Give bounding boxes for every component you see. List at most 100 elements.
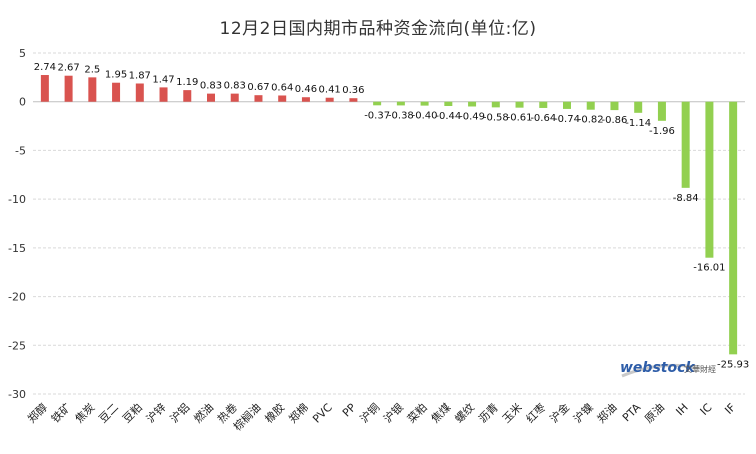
- bar-value-label: -0.61: [507, 113, 533, 124]
- bar-value-label: 0.83: [200, 81, 222, 92]
- bar-value-label: 1.87: [129, 70, 151, 81]
- category-label: PP: [340, 401, 359, 420]
- bar-value-label: -0.49: [459, 111, 485, 122]
- bar-value-label: -25.93: [717, 359, 749, 370]
- bar-value-label: -0.44: [435, 111, 461, 122]
- category-label: IC: [698, 401, 715, 418]
- bar: [539, 101, 548, 108]
- bars: [40, 75, 738, 355]
- gridlines: [33, 52, 745, 395]
- bar: [515, 101, 524, 108]
- logo-brand-text: webstock: [620, 360, 696, 376]
- bar-value-label: -1.14: [625, 118, 651, 129]
- bar: [444, 101, 453, 107]
- y-tick-label: -25: [8, 339, 26, 352]
- category-label: 沪银: [381, 400, 406, 425]
- bar: [278, 95, 287, 102]
- category-label: 郑棉: [286, 400, 311, 425]
- bar: [610, 101, 619, 111]
- bar: [586, 101, 595, 110]
- bar: [729, 101, 738, 355]
- bar: [64, 75, 73, 102]
- bar-value-label: -0.82: [578, 115, 604, 126]
- bar: [207, 93, 215, 102]
- bar: [373, 101, 382, 106]
- category-label: 沪锌: [143, 400, 168, 425]
- category-label: 沪铝: [167, 400, 192, 425]
- chart-title: 12月2日国内期市品种资金流向(单位:亿): [219, 19, 537, 39]
- bar-value-label: 2.5: [84, 64, 100, 75]
- bar: [183, 90, 192, 102]
- bar-value-label: -8.84: [673, 193, 699, 204]
- bar: [135, 83, 144, 102]
- bar-value-label: -0.58: [483, 112, 509, 123]
- category-label: 焦炭: [73, 401, 98, 426]
- category-label: 豆二: [96, 401, 121, 426]
- bar-value-label: 0.46: [295, 84, 317, 95]
- category-label: 螺纹: [452, 400, 477, 425]
- y-tick-label: 5: [19, 47, 26, 60]
- webstock-logo: webstock 文華財經: [620, 360, 716, 378]
- bar-value-label: 1.47: [152, 74, 174, 85]
- category-label: 铁矿: [49, 401, 74, 426]
- logo-subtitle-text: 文華財經: [684, 364, 716, 374]
- bar: [254, 95, 263, 102]
- bar: [657, 101, 666, 121]
- bar-value-label: 0.64: [271, 82, 293, 93]
- bar: [705, 101, 714, 258]
- category-label: 玉米: [500, 401, 525, 426]
- category-label: 红枣: [524, 401, 549, 426]
- category-label: 棕榈油: [230, 400, 263, 433]
- y-tick-label: -10: [8, 193, 26, 206]
- y-tick-label: -5: [15, 144, 26, 157]
- y-tick-label: -30: [8, 388, 26, 401]
- bar-value-label: -0.40: [412, 111, 438, 122]
- category-label: 沥青: [476, 401, 501, 426]
- category-label: 沪铜: [357, 400, 382, 425]
- bar: [40, 75, 49, 102]
- bar-value-label: 0.83: [224, 81, 246, 92]
- bar-value-label: 0.41: [319, 85, 341, 96]
- bar: [681, 101, 690, 188]
- category-label: PVC: [310, 401, 335, 426]
- bar-value-label: 0.67: [247, 82, 269, 93]
- category-label: 原油: [642, 400, 667, 425]
- bar: [563, 101, 571, 109]
- category-label: 沪镍: [570, 400, 595, 425]
- y-tick-label: -15: [8, 242, 26, 255]
- bar-value-label: -16.01: [693, 263, 725, 274]
- category-label: 豆粕: [119, 400, 144, 425]
- bar-value-label: -0.86: [602, 115, 628, 126]
- y-tick-label: 0: [19, 96, 26, 109]
- bar: [88, 77, 97, 102]
- bar: [349, 98, 358, 102]
- bar-value-label: -0.38: [388, 110, 414, 121]
- bar: [159, 87, 168, 102]
- bar-value-label: 1.19: [176, 77, 198, 88]
- bar: [634, 101, 643, 113]
- bar-value-label: 1.95: [105, 70, 127, 81]
- bar-value-label: 2.67: [57, 63, 79, 74]
- category-label: 菜粕: [404, 400, 429, 425]
- category-label: 燃油: [191, 400, 216, 425]
- category-label: PTA: [620, 401, 644, 425]
- data-labels: 2.74 2.67 2.5 1.95 1.87 1.47 1.19 0.83 0.83 0.67 0…: [34, 62, 750, 370]
- bar-value-label: -0.37: [364, 110, 390, 121]
- bar-value-label: -1.96: [649, 126, 675, 137]
- category-label: 焦煤: [429, 401, 454, 426]
- category-label: IH: [673, 401, 690, 418]
- category-label: 郑醇: [25, 400, 50, 425]
- bar-value-label: -0.74: [554, 114, 580, 125]
- category-label: IF: [722, 401, 738, 417]
- bar: [468, 101, 477, 107]
- category-label: 橡胶: [262, 400, 287, 425]
- bar: [491, 101, 500, 108]
- y-tick-label: -20: [8, 291, 26, 304]
- y-axis: 5 0 -5 -10 -15 -20 -25 -30: [8, 47, 26, 401]
- bar: [396, 101, 405, 106]
- bar: [301, 97, 310, 102]
- bar: [420, 101, 429, 106]
- category-label: 郑油: [594, 400, 619, 425]
